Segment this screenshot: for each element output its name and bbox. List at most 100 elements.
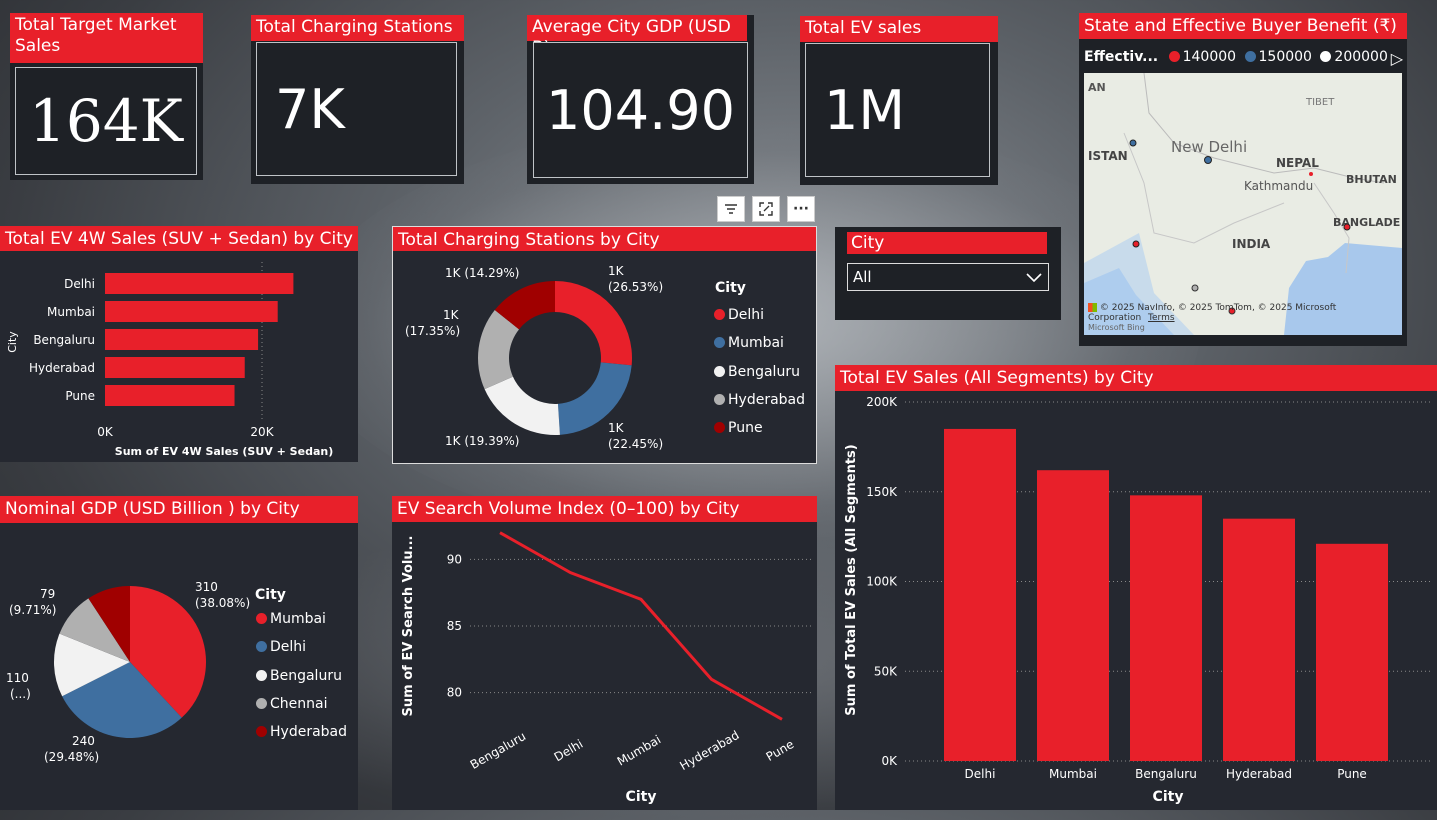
legend-title: City <box>715 280 746 296</box>
legend-item[interactable]: Bengaluru <box>256 662 347 690</box>
map-label: BHUTAN <box>1346 173 1397 186</box>
legend-dot-icon <box>1244 51 1256 62</box>
legend-label: Delhi <box>728 307 765 323</box>
data-label: 1K <box>608 421 625 435</box>
legend-title: City <box>255 587 286 603</box>
bar <box>105 385 235 406</box>
x-tick-label: Hyderabad <box>677 728 741 773</box>
kpi-title: Total Charging Stations <box>251 15 464 41</box>
legend-item[interactable]: Hyderabad <box>714 386 805 414</box>
legend-scroll-right-icon[interactable]: ▷ <box>1390 49 1403 68</box>
map-point[interactable] <box>1228 307 1236 315</box>
pie-slice <box>59 598 130 662</box>
data-label: 110 <box>6 671 29 685</box>
legend-label: Mumbai <box>728 335 784 352</box>
x-tick-label: Pune <box>764 737 797 764</box>
y-axis-title: Sum of EV Search Volu... <box>401 536 416 717</box>
data-label: 240 <box>72 734 95 748</box>
y-tick-label: 90 <box>447 552 462 566</box>
map-label: BANGLADE <box>1333 216 1400 229</box>
legend-item[interactable]: Delhi <box>714 301 805 329</box>
data-label: (26.53%) <box>608 280 663 294</box>
bar <box>1037 470 1109 761</box>
filter-icon <box>725 204 737 214</box>
map-point[interactable] <box>1129 139 1137 147</box>
data-label: 1K <box>608 264 625 278</box>
y-axis-title: City <box>6 331 19 353</box>
pie-slice <box>54 633 131 697</box>
bar <box>105 329 259 350</box>
filter-button[interactable] <box>717 196 745 222</box>
slicer-title: City <box>847 232 1047 254</box>
data-label: (17.35%) <box>405 324 460 338</box>
data-label: 1K (19.39%) <box>445 434 519 448</box>
x-axis-title: City <box>626 789 657 805</box>
y-tick-label: 200K <box>866 395 898 409</box>
data-label: (29.48%) <box>44 750 99 764</box>
charging-stations-donut-chart: Total Charging Stations by City City 1K … <box>392 226 817 464</box>
legend-dot-icon <box>1320 51 1332 62</box>
legend-item[interactable]: Bengaluru <box>714 358 805 386</box>
legend-label: Hyderabad <box>728 391 805 408</box>
bar <box>105 301 278 322</box>
y-tick-label: Delhi <box>64 277 95 291</box>
map-point[interactable] <box>1309 172 1313 176</box>
map-copyright: © 2025 NavInfo, © 2025 TomTom, © 2025 Mi… <box>1088 303 1388 333</box>
legend-label: Chennai <box>270 695 328 712</box>
pie-slice <box>88 586 130 662</box>
map-point[interactable] <box>1204 156 1212 164</box>
map-point[interactable] <box>1132 240 1140 248</box>
y-tick-label: 85 <box>447 619 462 633</box>
x-axis-title: Sum of EV 4W Sales (SUV + Sedan) <box>115 445 333 458</box>
legend-item[interactable]: Pune <box>714 414 805 442</box>
focus-mode-button[interactable] <box>752 196 780 222</box>
map-point[interactable] <box>1343 223 1351 231</box>
kpi-title: Total Target Market Sales <box>10 13 203 63</box>
y-tick-label: 0K <box>881 754 898 768</box>
legend-dot-icon <box>714 337 725 349</box>
total-ev-sales-chart: Total EV Sales (All Segments) by City Su… <box>835 365 1437 810</box>
legend-item[interactable]: Chennai <box>256 690 347 718</box>
more-options-button[interactable]: ··· <box>787 196 815 222</box>
chart-title: Nominal GDP (USD Billion ) by City <box>0 496 358 523</box>
slicer-dropdown[interactable]: All <box>847 263 1049 291</box>
data-label: (9.71%) <box>9 603 56 617</box>
map-label: TIBET <box>1305 97 1335 108</box>
donut-slice <box>494 281 555 330</box>
map-legend-item: 150000 <box>1258 49 1312 65</box>
x-tick-label: Delhi <box>965 767 996 781</box>
pie-slice <box>130 586 206 718</box>
bar <box>1130 495 1202 761</box>
donut-svg: City 1K (26.53%) 1K (22.45%) 1K (19.39%)… <box>405 264 746 451</box>
map-canvas[interactable]: AN TIBET New Delhi ISTAN NEPAL Kathmandu… <box>1084 73 1402 335</box>
gdp-svg: City 310 (38.08%) 240 (29.48%) 110 (...)… <box>6 580 286 764</box>
map-bing-label: Microsoft Bing <box>1088 323 1145 332</box>
map-point[interactable] <box>1191 284 1199 292</box>
kpi-title: Total EV sales <box>800 16 998 42</box>
kpi-card-target-market: Total Target Market Sales 164K <box>10 13 203 180</box>
legend-item[interactable]: Hyderabad <box>256 718 347 746</box>
bar <box>1223 518 1295 761</box>
ev-4w-sales-svg: City Sum of EV 4W Sales (SUV + Sedan) 0K… <box>6 262 333 458</box>
x-tick-label: Mumbai <box>1049 767 1097 781</box>
map-label: New Delhi <box>1171 138 1247 156</box>
microsoft-logo-icon <box>1088 303 1097 312</box>
city-slicer: City All <box>835 227 1061 320</box>
x-tick-label: Bengaluru <box>468 729 528 772</box>
data-label: 79 <box>40 587 55 601</box>
legend-dot-icon <box>256 641 267 653</box>
chart-title: Total Charging Stations by City <box>393 227 816 251</box>
map-svg: AN TIBET New Delhi ISTAN NEPAL Kathmandu… <box>1084 73 1402 335</box>
legend-item[interactable]: Delhi <box>256 633 347 661</box>
map-legend: Effectiv... 140000 150000 200000 <box>1084 49 1404 65</box>
x-tick-label: Hyderabad <box>1226 767 1292 781</box>
donut-slice <box>555 281 632 366</box>
x-tick-label: Mumbai <box>615 732 664 768</box>
legend-item[interactable]: Mumbai <box>256 605 347 633</box>
ev-4w-sales-chart: Total EV 4W Sales (SUV + Sedan) by City … <box>0 226 358 462</box>
map-terms-link[interactable]: Terms <box>1148 313 1175 323</box>
legend-item[interactable]: Mumbai <box>714 329 805 357</box>
chevron-down-icon <box>1026 273 1042 283</box>
legend-label: Bengaluru <box>270 667 342 684</box>
data-label: (38.08%) <box>195 596 250 610</box>
